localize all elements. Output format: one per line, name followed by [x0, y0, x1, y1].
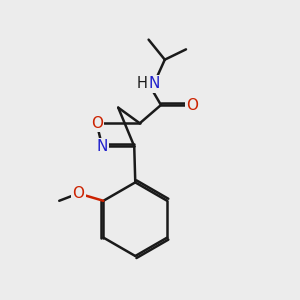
- Text: N: N: [97, 139, 108, 154]
- Text: O: O: [72, 186, 84, 201]
- Text: N: N: [148, 76, 160, 91]
- Text: H: H: [137, 76, 148, 91]
- Text: O: O: [187, 98, 199, 112]
- Text: O: O: [91, 116, 103, 131]
